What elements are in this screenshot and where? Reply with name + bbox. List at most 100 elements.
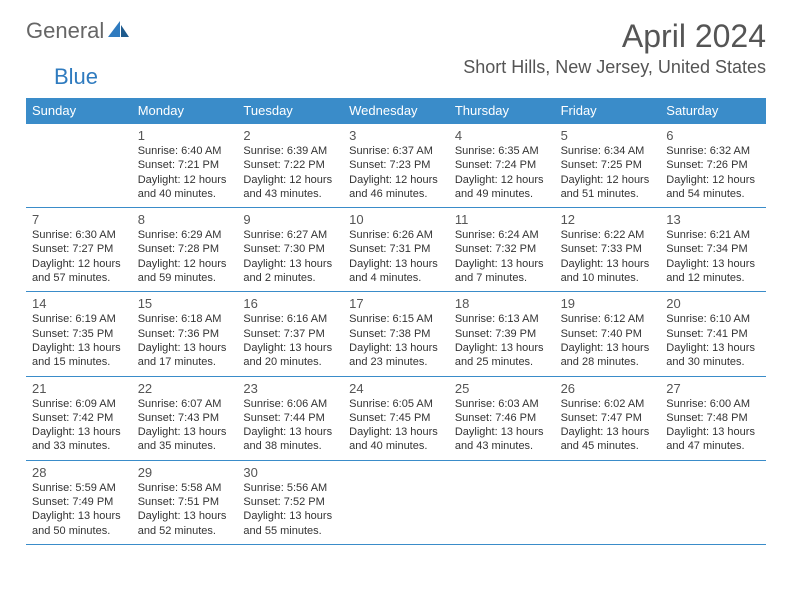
day-info-line: Sunrise: 6:09 AM xyxy=(32,397,126,411)
day-info-line: Sunrise: 6:22 AM xyxy=(561,228,655,242)
day-info-line: Sunset: 7:41 PM xyxy=(666,327,760,341)
day-info: Sunrise: 6:03 AMSunset: 7:46 PMDaylight:… xyxy=(455,397,549,454)
day-number: 28 xyxy=(32,465,126,480)
day-number: 16 xyxy=(243,296,337,311)
day-info-line: Sunrise: 6:27 AM xyxy=(243,228,337,242)
day-info-line: and 7 minutes. xyxy=(455,271,549,285)
day-info-line: and 54 minutes. xyxy=(666,187,760,201)
day-info-line: Daylight: 13 hours xyxy=(349,341,443,355)
day-info-line: Sunset: 7:23 PM xyxy=(349,158,443,172)
day-info-line: and 33 minutes. xyxy=(32,439,126,453)
day-info-line: Daylight: 13 hours xyxy=(561,257,655,271)
day-info-line: Sunset: 7:43 PM xyxy=(138,411,232,425)
day-info-line: Daylight: 13 hours xyxy=(666,257,760,271)
day-info-line: and 2 minutes. xyxy=(243,271,337,285)
day-info-line: Sunrise: 6:19 AM xyxy=(32,312,126,326)
day-number: 4 xyxy=(455,128,549,143)
day-info: Sunrise: 6:06 AMSunset: 7:44 PMDaylight:… xyxy=(243,397,337,454)
calendar-day: 25Sunrise: 6:03 AMSunset: 7:46 PMDayligh… xyxy=(449,376,555,460)
day-info-line: Sunrise: 6:26 AM xyxy=(349,228,443,242)
day-info-line: Sunset: 7:34 PM xyxy=(666,242,760,256)
calendar-day: 29Sunrise: 5:58 AMSunset: 7:51 PMDayligh… xyxy=(132,460,238,545)
day-info-line: Daylight: 13 hours xyxy=(561,425,655,439)
calendar-day: 2Sunrise: 6:39 AMSunset: 7:22 PMDaylight… xyxy=(237,123,343,207)
day-info-line: Daylight: 13 hours xyxy=(561,341,655,355)
day-info-line: and 45 minutes. xyxy=(561,439,655,453)
day-info: Sunrise: 6:22 AMSunset: 7:33 PMDaylight:… xyxy=(561,228,655,285)
day-info: Sunrise: 6:12 AMSunset: 7:40 PMDaylight:… xyxy=(561,312,655,369)
day-info: Sunrise: 6:05 AMSunset: 7:45 PMDaylight:… xyxy=(349,397,443,454)
calendar-day: 24Sunrise: 6:05 AMSunset: 7:45 PMDayligh… xyxy=(343,376,449,460)
day-info-line: Sunset: 7:25 PM xyxy=(561,158,655,172)
day-number: 22 xyxy=(138,381,232,396)
day-info-line: and 20 minutes. xyxy=(243,355,337,369)
day-info-line: Sunset: 7:52 PM xyxy=(243,495,337,509)
calendar-body: 1Sunrise: 6:40 AMSunset: 7:21 PMDaylight… xyxy=(26,123,766,545)
day-info-line: Sunset: 7:32 PM xyxy=(455,242,549,256)
calendar-empty xyxy=(555,460,661,545)
day-info-line: Sunset: 7:36 PM xyxy=(138,327,232,341)
day-info-line: Daylight: 13 hours xyxy=(666,425,760,439)
day-info-line: Sunrise: 6:24 AM xyxy=(455,228,549,242)
day-info: Sunrise: 6:15 AMSunset: 7:38 PMDaylight:… xyxy=(349,312,443,369)
day-number: 1 xyxy=(138,128,232,143)
calendar: Sunday Monday Tuesday Wednesday Thursday… xyxy=(26,98,766,545)
calendar-day: 1Sunrise: 6:40 AMSunset: 7:21 PMDaylight… xyxy=(132,123,238,207)
day-info-line: and 52 minutes. xyxy=(138,524,232,538)
calendar-day: 18Sunrise: 6:13 AMSunset: 7:39 PMDayligh… xyxy=(449,291,555,375)
day-info-line: and 40 minutes. xyxy=(138,187,232,201)
day-info: Sunrise: 5:58 AMSunset: 7:51 PMDaylight:… xyxy=(138,481,232,538)
day-number: 26 xyxy=(561,381,655,396)
day-info: Sunrise: 6:19 AMSunset: 7:35 PMDaylight:… xyxy=(32,312,126,369)
calendar-day: 28Sunrise: 5:59 AMSunset: 7:49 PMDayligh… xyxy=(26,460,132,545)
day-info-line: Daylight: 13 hours xyxy=(138,509,232,523)
day-info-line: Daylight: 12 hours xyxy=(349,173,443,187)
day-number: 17 xyxy=(349,296,443,311)
day-number: 23 xyxy=(243,381,337,396)
day-info-line: Sunset: 7:33 PM xyxy=(561,242,655,256)
day-info-line: Daylight: 12 hours xyxy=(138,257,232,271)
calendar-empty xyxy=(343,460,449,545)
day-number: 19 xyxy=(561,296,655,311)
day-info-line: and 51 minutes. xyxy=(561,187,655,201)
calendar-day: 3Sunrise: 6:37 AMSunset: 7:23 PMDaylight… xyxy=(343,123,449,207)
weekday-header: Monday xyxy=(132,98,238,123)
calendar-day: 7Sunrise: 6:30 AMSunset: 7:27 PMDaylight… xyxy=(26,207,132,291)
day-info-line: Sunrise: 6:21 AM xyxy=(666,228,760,242)
day-info-line: and 35 minutes. xyxy=(138,439,232,453)
page-title: April 2024 xyxy=(463,18,766,55)
day-number: 8 xyxy=(138,212,232,227)
day-info-line: and 10 minutes. xyxy=(561,271,655,285)
title-block: April 2024 Short Hills, New Jersey, Unit… xyxy=(463,18,766,78)
calendar-day: 15Sunrise: 6:18 AMSunset: 7:36 PMDayligh… xyxy=(132,291,238,375)
day-info: Sunrise: 6:10 AMSunset: 7:41 PMDaylight:… xyxy=(666,312,760,369)
weekday-header: Sunday xyxy=(26,98,132,123)
day-info-line: Sunrise: 6:39 AM xyxy=(243,144,337,158)
day-info-line: and 38 minutes. xyxy=(243,439,337,453)
calendar-day: 16Sunrise: 6:16 AMSunset: 7:37 PMDayligh… xyxy=(237,291,343,375)
calendar-day: 10Sunrise: 6:26 AMSunset: 7:31 PMDayligh… xyxy=(343,207,449,291)
day-number: 3 xyxy=(349,128,443,143)
day-info-line: Sunset: 7:48 PM xyxy=(666,411,760,425)
day-number: 30 xyxy=(243,465,337,480)
day-info-line: and 28 minutes. xyxy=(561,355,655,369)
day-info-line: Sunset: 7:27 PM xyxy=(32,242,126,256)
weekday-header: Saturday xyxy=(660,98,766,123)
calendar-day: 6Sunrise: 6:32 AMSunset: 7:26 PMDaylight… xyxy=(660,123,766,207)
day-info-line: Sunrise: 6:10 AM xyxy=(666,312,760,326)
day-info: Sunrise: 6:07 AMSunset: 7:43 PMDaylight:… xyxy=(138,397,232,454)
day-info: Sunrise: 6:26 AMSunset: 7:31 PMDaylight:… xyxy=(349,228,443,285)
day-info-line: and 50 minutes. xyxy=(32,524,126,538)
day-info-line: Sunset: 7:39 PM xyxy=(455,327,549,341)
day-info-line: Daylight: 12 hours xyxy=(32,257,126,271)
day-info: Sunrise: 6:00 AMSunset: 7:48 PMDaylight:… xyxy=(666,397,760,454)
day-info-line: Sunrise: 6:34 AM xyxy=(561,144,655,158)
day-info-line: Sunset: 7:40 PM xyxy=(561,327,655,341)
day-info-line: Sunset: 7:30 PM xyxy=(243,242,337,256)
day-info-line: Daylight: 12 hours xyxy=(243,173,337,187)
day-info-line: Daylight: 13 hours xyxy=(243,425,337,439)
logo-text-general: General xyxy=(26,18,104,44)
day-info-line: Daylight: 13 hours xyxy=(243,341,337,355)
day-number: 2 xyxy=(243,128,337,143)
day-info: Sunrise: 5:59 AMSunset: 7:49 PMDaylight:… xyxy=(32,481,126,538)
